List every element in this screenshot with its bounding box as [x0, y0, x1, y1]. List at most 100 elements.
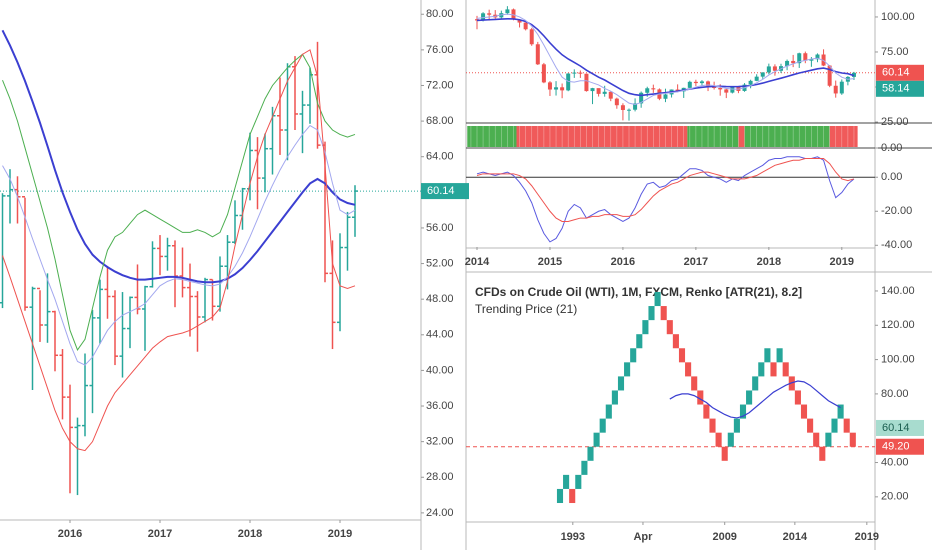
renko-brick: [569, 488, 576, 504]
candle-body: [797, 53, 802, 64]
candle-body: [584, 73, 589, 92]
renko-brick: [807, 418, 814, 433]
chart-subtitle: Trending Price (21): [475, 302, 577, 316]
y-tick-label: 75.00: [881, 46, 909, 58]
y-tick-label: 120.00: [881, 319, 915, 331]
renko-brick: [654, 291, 661, 307]
trend-segment: [738, 126, 745, 147]
renko-brick: [642, 320, 649, 335]
y-tick-label: 56.00: [426, 222, 454, 234]
candle-body: [572, 72, 577, 74]
renko-brick: [770, 362, 777, 377]
renko-brick: [825, 432, 832, 447]
indicator-line: [476, 13, 855, 106]
renko-brick: [575, 474, 582, 489]
candle-body: [523, 22, 528, 30]
candle-body: [547, 82, 552, 90]
renko-brick: [758, 362, 765, 377]
candle-body: [718, 87, 723, 90]
candle-body: [487, 13, 492, 15]
candle-body: [596, 88, 601, 94]
candle-body: [627, 109, 631, 111]
price-label: 60.14: [882, 67, 910, 79]
renko-brick: [709, 418, 716, 433]
price-label-box: [876, 438, 924, 455]
indicator-line: [2, 53, 356, 351]
renko-brick: [813, 432, 820, 447]
x-tick-label: 2016: [58, 528, 82, 540]
renko-brick: [660, 306, 667, 321]
x-tick-label: 2016: [611, 256, 635, 268]
renko-brick: [764, 348, 771, 363]
indicator-line: [1, 29, 356, 284]
price-label: 60.14: [882, 422, 910, 434]
renko-brick: [672, 334, 679, 349]
y-tick-label: 36.00: [426, 400, 454, 412]
renko-brick: [831, 418, 838, 433]
trend-segment: [467, 126, 517, 147]
renko-brick: [776, 348, 783, 363]
price-label: 49.20: [882, 441, 910, 453]
x-tick-label: 2019: [830, 256, 854, 268]
renko-brick: [837, 404, 844, 419]
renko-brick: [636, 334, 643, 349]
y-tick-label: 100.00: [881, 353, 915, 365]
renko-brick: [782, 362, 789, 377]
y-tick-label: 32.00: [426, 436, 454, 448]
trend-segment: [516, 126, 688, 147]
candle-body: [766, 66, 771, 73]
y-tick-label: 76.00: [426, 44, 454, 56]
renko-brick: [685, 362, 692, 377]
y-tick-label: 72.00: [426, 79, 454, 91]
candle-body: [517, 19, 522, 23]
y-tick-label: 28.00: [426, 471, 454, 483]
candle-body: [505, 9, 510, 14]
y-tick-label: 68.00: [426, 115, 454, 127]
y-tick-label: 80.00: [426, 8, 454, 20]
y-tick-label: 40.00: [881, 456, 909, 468]
candle-body: [590, 88, 595, 92]
indicator-line: [2, 49, 356, 452]
candle-body: [608, 91, 613, 99]
renko-brick: [703, 404, 710, 419]
renko-brick: [587, 446, 594, 461]
x-tick-label: 2014: [465, 256, 490, 268]
trend-segment: [687, 126, 739, 147]
candle-body: [791, 60, 796, 64]
renko-brick: [794, 390, 801, 405]
y-tick-label: -20.00: [881, 205, 912, 217]
renko-brick: [819, 446, 826, 461]
indicator-line: [476, 17, 855, 97]
renko-brick: [617, 376, 625, 391]
candle-body: [748, 80, 753, 85]
y-tick-label: 20.00: [881, 491, 909, 503]
candle-body: [541, 64, 546, 83]
chart-title: CFDs on Crude Oil (WTI), 1M, FXCM, Renko…: [475, 285, 802, 299]
x-tick-label: 2018: [757, 256, 781, 268]
candle-body: [760, 72, 765, 77]
candle-body: [706, 81, 711, 87]
candle-body: [651, 88, 656, 90]
renko-brick: [593, 432, 600, 447]
y-tick-label: 100.00: [881, 11, 915, 23]
candle-body: [663, 94, 668, 99]
price-label: 60.14: [427, 185, 455, 197]
candle-body: [785, 60, 790, 67]
candle-body: [693, 81, 698, 84]
renko-brick: [715, 432, 722, 447]
renko-brick: [752, 376, 759, 391]
x-tick-label: 2015: [538, 256, 562, 268]
indicator-line: [2, 124, 356, 366]
renko-brick: [611, 390, 618, 405]
x-tick-label: 2018: [238, 528, 262, 540]
candle-body: [803, 53, 808, 61]
renko-brick: [788, 376, 795, 391]
candle-body: [578, 72, 583, 74]
trend-segment: [744, 126, 830, 147]
price-label-box: [876, 64, 924, 81]
x-tick-label: Apr: [633, 531, 653, 543]
renko-brick: [800, 404, 808, 419]
candle-body: [614, 98, 619, 106]
renko-brick: [721, 446, 728, 461]
y-tick-label: 0.00: [881, 142, 902, 154]
